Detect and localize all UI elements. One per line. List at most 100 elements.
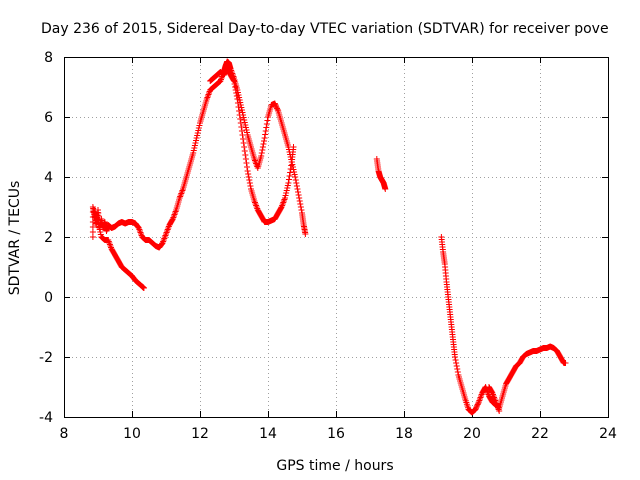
data-point — [453, 360, 460, 366]
data-point — [238, 124, 245, 130]
data-point — [237, 116, 244, 122]
y-axis-label: SDTVAR / TECUs — [7, 181, 23, 296]
data-points — [89, 58, 569, 416]
data-point — [274, 106, 281, 113]
x-tick-label: 18 — [395, 426, 413, 442]
data-point — [452, 354, 458, 360]
data-point — [244, 164, 251, 170]
data-point — [295, 189, 302, 195]
series-segment-3 — [207, 66, 297, 225]
series-segment-1 — [89, 58, 309, 251]
data-point — [261, 135, 268, 141]
data-point — [293, 183, 300, 189]
x-axis-label: GPS time / hours — [276, 458, 393, 474]
x-tick-label: 20 — [463, 426, 481, 442]
data-point — [233, 93, 240, 99]
data-point — [232, 84, 239, 90]
data-point — [245, 174, 252, 180]
data-point — [260, 141, 267, 147]
x-tick-label: 12 — [191, 426, 209, 442]
data-point — [454, 369, 461, 375]
series-segment-6 — [486, 384, 503, 414]
data-point — [236, 112, 243, 118]
data-point — [245, 171, 252, 177]
series-segment-2 — [91, 207, 147, 291]
data-point — [295, 192, 302, 198]
data-point — [242, 156, 249, 162]
data-point — [239, 132, 246, 138]
x-tick-label: 24 — [599, 426, 617, 442]
data-point — [263, 121, 270, 127]
x-tick-label: 8 — [60, 426, 69, 442]
y-tick-label: 8 — [44, 50, 53, 66]
data-point — [240, 140, 247, 146]
data-point — [453, 363, 460, 369]
data-point — [297, 204, 304, 210]
data-point — [231, 78, 237, 84]
data-point — [296, 198, 303, 204]
y-tick-label: -4 — [39, 410, 53, 426]
data-point — [382, 186, 389, 192]
data-point — [452, 357, 459, 363]
data-point — [233, 90, 240, 96]
plot-frame — [64, 57, 609, 418]
data-point — [263, 124, 270, 131]
x-tick-label: 10 — [123, 426, 141, 442]
y-tick-label: 2 — [44, 230, 53, 246]
data-point — [261, 138, 268, 144]
y-tick-label: 4 — [44, 170, 53, 186]
data-point — [296, 195, 303, 201]
data-point — [246, 177, 253, 183]
data-point — [240, 136, 247, 142]
data-point — [285, 180, 292, 186]
data-point — [243, 160, 250, 166]
data-point — [298, 207, 305, 213]
data-point — [286, 173, 293, 179]
data-point — [258, 153, 265, 159]
data-point — [258, 150, 265, 156]
data-point — [287, 166, 294, 172]
y-tick-label: -2 — [39, 350, 53, 366]
data-point — [237, 120, 244, 126]
data-point — [236, 108, 243, 114]
data-point — [294, 186, 301, 192]
data-point — [241, 148, 248, 154]
y-tick-label: 0 — [44, 290, 53, 306]
data-point — [288, 162, 295, 169]
data-point — [231, 81, 238, 87]
data-point — [562, 360, 569, 366]
y-tick-label: 6 — [44, 110, 53, 126]
data-point — [247, 183, 254, 189]
data-point — [259, 147, 266, 153]
series-segment-5 — [438, 234, 569, 416]
data-point — [244, 168, 251, 174]
data-point — [292, 177, 299, 183]
data-point — [232, 87, 239, 93]
data-point — [454, 366, 461, 372]
x-tick-label: 14 — [259, 426, 277, 442]
data-point — [246, 180, 253, 186]
data-point — [287, 169, 294, 176]
data-point — [302, 231, 309, 237]
data-point — [285, 176, 292, 183]
data-point — [262, 128, 269, 134]
data-point — [292, 174, 299, 180]
data-point — [290, 144, 297, 150]
data-point — [496, 408, 503, 414]
data-point — [475, 400, 482, 407]
data-point — [230, 77, 237, 83]
series-segment-4 — [373, 156, 389, 192]
data-point — [262, 131, 269, 138]
x-tick-label: 22 — [531, 426, 549, 442]
data-point — [140, 285, 147, 291]
data-point — [259, 144, 266, 150]
data-point — [234, 96, 241, 102]
data-point — [234, 100, 241, 106]
chart-title: Day 236 of 2015, Sidereal Day-to-day VTE… — [41, 21, 609, 37]
data-point — [293, 180, 300, 186]
data-point — [264, 117, 271, 124]
x-tick-label: 16 — [327, 426, 345, 442]
data-point — [242, 152, 249, 158]
data-point — [238, 128, 245, 134]
